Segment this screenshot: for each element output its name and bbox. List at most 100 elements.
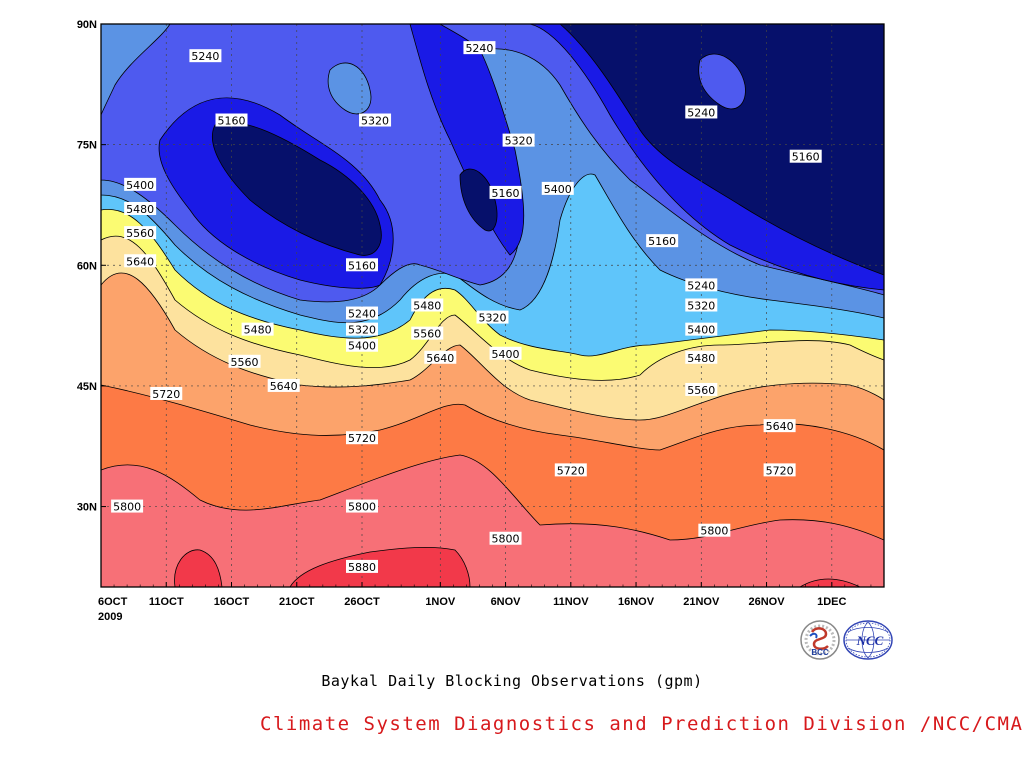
contour-label-text: 5800 bbox=[348, 501, 376, 514]
contour-label-text: 5720 bbox=[152, 388, 180, 401]
band-below-5160-c bbox=[530, 24, 884, 276]
band-below-5160-a bbox=[212, 121, 382, 256]
contour-label-text: 5240 bbox=[465, 42, 493, 55]
contour-label-text: 5320 bbox=[361, 115, 389, 128]
y-tick-label: 75N bbox=[77, 140, 97, 152]
contour-label-box bbox=[646, 234, 679, 248]
grid-lines bbox=[101, 24, 884, 587]
contour-label-text: 5720 bbox=[348, 432, 376, 445]
contour-label-box bbox=[411, 326, 444, 340]
band-above-5880-a bbox=[174, 549, 223, 587]
contour-label-box bbox=[685, 278, 718, 292]
contour-label-box bbox=[150, 386, 183, 400]
contour-label: 5800 bbox=[346, 499, 378, 514]
contour-label-text: 5800 bbox=[113, 501, 141, 514]
contour-label: 5640 bbox=[424, 350, 457, 365]
bcc-logo: BCC bbox=[800, 620, 840, 660]
contour-label: 5640 bbox=[763, 419, 796, 433]
contour-label-text: 5240 bbox=[687, 106, 715, 119]
contour-label-box bbox=[124, 201, 157, 215]
contour-label: 5400 bbox=[346, 338, 378, 353]
contour-label-text: 5160 bbox=[792, 151, 820, 164]
contour-label: 5320 bbox=[346, 322, 378, 337]
contour-label-text: 5480 bbox=[413, 300, 441, 313]
contour-label-text: 5640 bbox=[426, 352, 454, 365]
contour-label-text: 5400 bbox=[126, 179, 154, 192]
contour-label: 5320 bbox=[476, 310, 509, 325]
contour-label: 5800 bbox=[489, 531, 522, 546]
contour-label-box bbox=[554, 463, 587, 477]
contour-label-text: 5800 bbox=[492, 533, 520, 546]
contour-label-text: 5560 bbox=[126, 227, 154, 240]
contour-label-box bbox=[346, 499, 378, 513]
contour-label: 5720 bbox=[150, 386, 183, 401]
contour-label: 5480 bbox=[124, 201, 157, 216]
y-axis: 30N 45N 60N 75N 90N bbox=[77, 19, 106, 514]
y-tick-label: 45N bbox=[77, 381, 97, 393]
contour-label-text: 5240 bbox=[191, 50, 219, 63]
band-5320-5400-topleft bbox=[101, 24, 171, 116]
contour-label-text: 5560 bbox=[687, 384, 715, 397]
contour-label-text: 5480 bbox=[126, 203, 154, 216]
x-tick-label: 11NOV bbox=[553, 596, 589, 608]
x-tick-label: 26OCT bbox=[344, 596, 380, 608]
contour-label: 5800 bbox=[698, 523, 731, 538]
contour-label-box bbox=[763, 419, 796, 433]
contour-label-box bbox=[685, 105, 718, 119]
contour-label-box bbox=[489, 185, 522, 199]
contour-label-box bbox=[346, 559, 378, 573]
contour-label-box bbox=[424, 350, 457, 364]
contour-label-text: 5160 bbox=[648, 235, 676, 248]
contour-label-text: 5640 bbox=[270, 380, 298, 393]
contour-label-box bbox=[685, 322, 718, 336]
contour-label: 5640 bbox=[124, 254, 157, 268]
x-tick-label: 6NOV bbox=[491, 596, 522, 608]
contour-label: 5400 bbox=[541, 181, 574, 196]
contour-label-text: 5240 bbox=[687, 279, 715, 292]
contour-label: 5560 bbox=[685, 382, 718, 397]
x-tick-label: 1NOV bbox=[425, 596, 456, 608]
contour-label-text: 5240 bbox=[348, 308, 376, 321]
contour-label-box bbox=[502, 133, 535, 147]
contour-label-text: 5800 bbox=[700, 525, 728, 538]
band-above-5880-b bbox=[289, 546, 471, 587]
contour-label-text: 5400 bbox=[687, 324, 715, 337]
y-tick-label: 30N bbox=[77, 502, 97, 514]
contour-label: 5240 bbox=[189, 49, 222, 63]
contour-label: 5480 bbox=[685, 350, 718, 365]
contour-label-box bbox=[124, 177, 157, 191]
contour-label-box bbox=[111, 499, 144, 513]
x-axis: 6OCT 11OCT 16OCT 21OCT 26OCT 1NOV 6NOV 11NOV 16N… bbox=[98, 582, 885, 608]
x-tick-label: 21OCT bbox=[279, 596, 315, 608]
x-tick-label: 16OCT bbox=[214, 596, 250, 608]
band-5240-5320-island bbox=[698, 53, 746, 110]
contour-label-box bbox=[346, 431, 378, 445]
contour-label-text: 5400 bbox=[348, 340, 376, 353]
contour-label-text: 5560 bbox=[413, 328, 441, 341]
contour-label-box bbox=[267, 378, 300, 392]
contour-label-text: 5320 bbox=[348, 324, 376, 337]
contour-label-box bbox=[124, 254, 157, 268]
x-axis-year-label: 2009 bbox=[98, 611, 122, 623]
band-below-5160-b bbox=[459, 168, 498, 232]
contour-label: 5320 bbox=[502, 133, 535, 148]
contour-label: 5240 bbox=[463, 41, 496, 55]
contour-label-box bbox=[346, 258, 378, 272]
contour-label-box bbox=[685, 382, 718, 396]
contour-label: 5560 bbox=[228, 354, 261, 369]
contour-label: 5480 bbox=[411, 298, 444, 313]
contour-label-box bbox=[685, 298, 718, 312]
contour-label: 5720 bbox=[554, 463, 587, 477]
contour-label: 5240 bbox=[685, 278, 718, 292]
x-tick-label: 1DEC bbox=[817, 596, 846, 608]
contour-label-text: 5720 bbox=[766, 464, 794, 477]
contour-label: 5240 bbox=[685, 105, 718, 119]
x-tick-label: 16NOV bbox=[618, 596, 655, 608]
contour-label: 5320 bbox=[685, 298, 718, 313]
contour-label: 5240 bbox=[346, 306, 378, 321]
contour-label-text: 5320 bbox=[505, 135, 533, 148]
contour-label-box bbox=[489, 346, 522, 360]
contour-label: 5800 bbox=[111, 499, 144, 514]
contour-label-box bbox=[346, 322, 378, 336]
